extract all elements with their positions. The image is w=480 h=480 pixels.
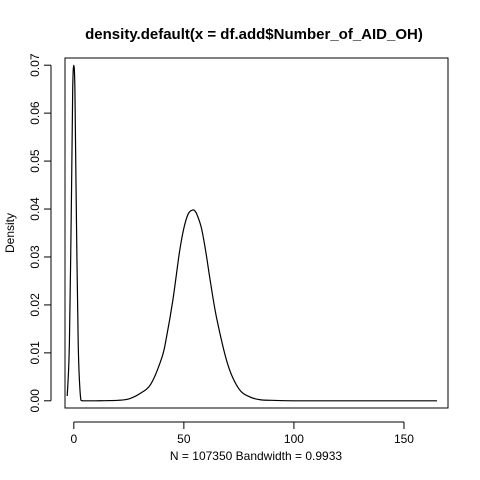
y-tick-label: 0.05 bbox=[28, 149, 42, 173]
x-tick-label: 50 bbox=[177, 432, 191, 446]
y-tick-label: 0.07 bbox=[28, 53, 42, 77]
y-tick-label: 0.06 bbox=[28, 101, 42, 125]
x-tick-label: 0 bbox=[70, 432, 77, 446]
chart-title: density.default(x = df.add$Number_of_AID… bbox=[85, 26, 423, 43]
y-tick-label: 0.02 bbox=[28, 293, 42, 317]
y-axis-label: Density bbox=[3, 213, 17, 253]
y-tick-label: 0.03 bbox=[28, 245, 42, 269]
y-tick-label: 0.01 bbox=[28, 341, 42, 365]
x-axis-label: N = 107350 Bandwidth = 0.9933 bbox=[170, 449, 342, 463]
density-curve bbox=[66, 64, 437, 402]
y-axis: 0.00 0.01 0.02 0.03 0.04 0.05 0.06 0.07 bbox=[28, 53, 52, 413]
x-tick-label: 150 bbox=[394, 432, 414, 446]
y-tick-label: 0.04 bbox=[28, 197, 42, 221]
x-axis: 0 50 100 150 bbox=[70, 421, 414, 446]
x-tick-label: 100 bbox=[284, 432, 304, 446]
y-tick-label: 0.00 bbox=[28, 389, 42, 413]
plot-frame bbox=[64, 57, 449, 409]
